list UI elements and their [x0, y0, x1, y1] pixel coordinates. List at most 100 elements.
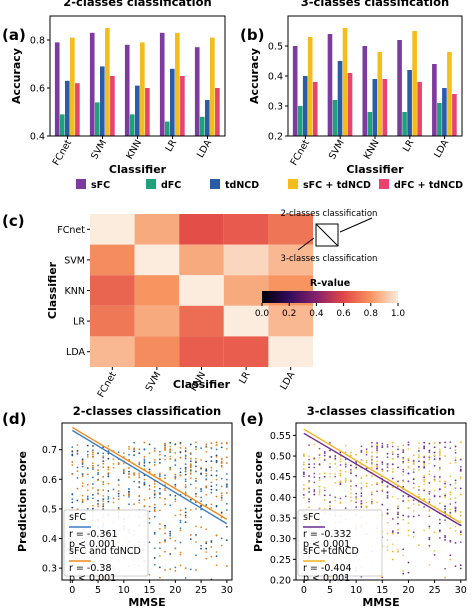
triangle-legend-top: 2-classes classification: [281, 209, 378, 219]
data-point: [381, 444, 384, 447]
data-point: [97, 502, 99, 505]
data-point: [153, 533, 156, 535]
legend-swatch: [379, 179, 389, 189]
data-point: [148, 497, 151, 499]
data-point: [365, 501, 368, 504]
data-point: [423, 480, 426, 483]
data-point: [158, 450, 161, 453]
heatmap-cell: [268, 214, 313, 245]
data-point: [179, 474, 182, 477]
legend-stat: r = -0.332: [303, 529, 352, 540]
data-point: [365, 451, 368, 454]
data-point: [102, 507, 105, 510]
data-point: [86, 444, 89, 447]
data-point: [210, 503, 213, 506]
data-point: [210, 541, 213, 543]
data-point: [412, 482, 415, 485]
data-point: [459, 458, 462, 461]
data-point: [158, 547, 161, 550]
x-tick-label: 15: [376, 585, 388, 596]
data-point: [407, 499, 410, 502]
data-point: [386, 521, 389, 524]
data-point: [391, 543, 394, 546]
data-point: [164, 474, 166, 477]
data-point: [370, 455, 373, 458]
x-tick-label: 10: [118, 585, 130, 596]
data-point: [412, 459, 415, 462]
data-point: [459, 567, 462, 570]
y-tick-label: 0.5: [42, 504, 57, 515]
data-point: [133, 480, 136, 483]
data-point: [334, 496, 337, 499]
data-point: [102, 483, 105, 486]
chart-title: 2-classes classification: [63, 0, 211, 9]
data-point: [459, 541, 462, 544]
data-point: [71, 498, 74, 501]
data-point: [169, 568, 172, 571]
data-point: [189, 452, 192, 455]
data-point: [71, 493, 74, 495]
data-point: [102, 452, 105, 455]
data-point: [428, 538, 431, 541]
y-tick-label: 0.6: [30, 84, 45, 95]
data-point: [76, 453, 79, 455]
data-point: [344, 465, 347, 468]
data-point: [386, 456, 389, 459]
data-point: [158, 566, 161, 569]
data-point: [370, 475, 373, 478]
data-point: [195, 508, 197, 510]
bar: [54, 42, 60, 136]
data-point: [138, 499, 141, 502]
data-point: [189, 466, 192, 469]
data-point: [313, 493, 316, 496]
data-point: [81, 485, 84, 488]
data-point: [220, 537, 223, 540]
x-tick-label: 20: [169, 585, 181, 596]
data-point: [339, 502, 342, 505]
data-point: [323, 454, 326, 457]
data-point: [418, 544, 420, 547]
heatmap-cell: [90, 214, 135, 245]
fit-line: [71, 426, 228, 520]
bar: [302, 76, 308, 136]
data-point: [454, 449, 457, 451]
data-point: [391, 453, 394, 456]
data-point: [376, 460, 378, 463]
data-point: [189, 460, 192, 463]
data-point: [386, 545, 389, 548]
data-point: [397, 511, 399, 514]
legend-label: dFC + tdNCD: [394, 180, 463, 191]
data-point: [220, 458, 223, 461]
data-point: [329, 441, 331, 444]
colorbar-tick-label: 1.0: [391, 309, 406, 319]
data-point: [153, 447, 156, 450]
data-point: [164, 503, 166, 506]
data-point: [133, 503, 136, 506]
data-point: [189, 472, 192, 475]
data-point: [205, 460, 208, 463]
data-point: [402, 518, 405, 521]
data-point: [433, 442, 436, 444]
data-point: [184, 480, 187, 483]
x-tick-label: SVM: [327, 138, 347, 161]
bar: [347, 73, 353, 136]
bar: [180, 76, 185, 136]
data-point: [433, 489, 436, 492]
x-tick-label: 30: [221, 585, 233, 596]
data-point: [423, 447, 426, 449]
data-point: [210, 555, 213, 558]
data-point: [334, 499, 337, 502]
data-point: [302, 453, 305, 456]
y-tick-label: LDA: [66, 347, 85, 358]
data-point: [391, 457, 394, 460]
y-tick-label: 0.4: [42, 534, 57, 545]
data-point: [334, 473, 337, 475]
data-point: [158, 555, 161, 557]
data-point: [370, 445, 373, 448]
data-point: [360, 459, 363, 462]
data-point: [210, 474, 213, 477]
data-point: [402, 451, 405, 454]
data-point: [438, 536, 441, 539]
y-tick-label: 0.2: [268, 132, 283, 143]
